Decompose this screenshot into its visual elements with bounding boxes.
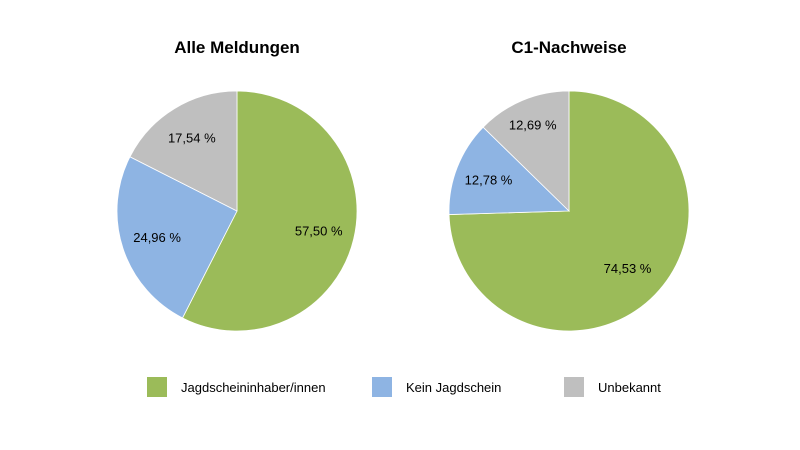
pie-slice-kein-jagdschein [448,126,570,215]
pie-chart-alle-meldungen: Alle Meldungen 57,50 % 24,96 % 17,54 % [116,38,358,332]
pie-slice-jagdscheininhaber-innen [181,90,358,332]
legend-item-kein-jagdschein: Kein Jagdschein [372,377,501,397]
chart-title: Alle Meldungen [174,38,300,57]
pie-chart-c1-nachweise: C1-Nachweise 74,53 % 12,78 % 12,69 % [448,38,690,332]
slice-data-label: 12,69 % [509,118,557,133]
chart-legend: Jagdscheininhaber/innen Kein Jagdschein … [147,377,661,397]
legend-swatch [372,377,392,397]
legend-label: Kein Jagdschein [406,380,501,395]
pie-slice-unbekannt [129,90,238,212]
pie-slice-kein-jagdschein [116,156,238,319]
legend-swatch [147,377,167,397]
pie-slice-unbekannt [482,90,570,212]
legend-item-unbekannt: Unbekannt [564,377,661,397]
pie-slice-labels: 74,53 % 12,78 % 12,69 % [465,118,652,276]
legend-item-jagdscheininhaber: Jagdscheininhaber/innen [147,377,326,397]
pie-slices [116,90,358,332]
pie-slices [448,90,690,332]
slice-data-label: 24,96 % [133,230,181,245]
legend-label: Jagdscheininhaber/innen [181,380,326,395]
slice-data-label: 57,50 % [295,224,343,239]
chart-title: C1-Nachweise [511,38,626,57]
pie-slice-labels: 57,50 % 24,96 % 17,54 % [133,130,343,245]
legend-label: Unbekannt [598,380,661,395]
slice-data-label: 12,78 % [465,173,513,188]
legend-swatch [564,377,584,397]
slice-data-label: 74,53 % [604,261,652,276]
slice-data-label: 17,54 % [168,130,216,145]
